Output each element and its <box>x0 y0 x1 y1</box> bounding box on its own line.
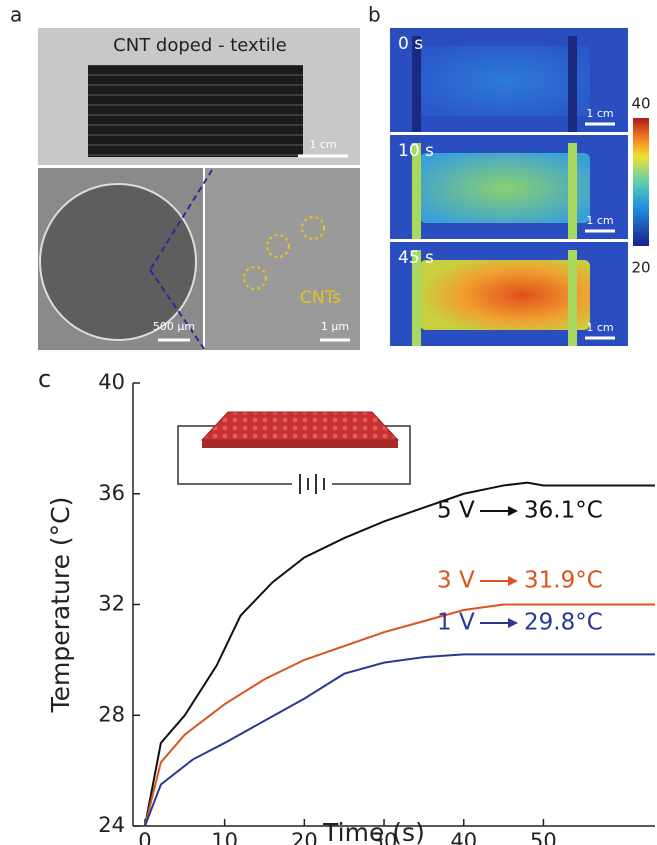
x-tick-label: 50 <box>530 829 557 845</box>
panel-label: b <box>368 3 381 27</box>
frame-time: 45 s <box>398 248 434 268</box>
annotation-arrowhead <box>508 576 518 586</box>
colorbar <box>633 118 649 246</box>
heated-textile <box>420 153 590 223</box>
y-tick-label: 28 <box>98 702 125 726</box>
electrode <box>568 143 577 239</box>
annotation-arrowhead <box>508 618 518 628</box>
inset-circuit <box>178 412 410 498</box>
series-annotation: 31.9°C <box>524 568 603 594</box>
series-annotation: 29.8°C <box>524 610 603 636</box>
heated-textile <box>420 46 590 116</box>
electrode <box>568 250 577 346</box>
annotation-arrowhead <box>508 506 518 516</box>
series-name: 3 V <box>437 568 475 594</box>
fiber-cross-section <box>40 184 196 340</box>
series-name: 1 V <box>437 610 475 636</box>
x-tick-label: 10 <box>211 829 238 845</box>
y-tick-label: 40 <box>98 370 125 394</box>
x-axis-label: Time (s) <box>322 818 425 845</box>
frame-time: 0 s <box>398 34 423 54</box>
scale-label: 500 μm <box>153 320 195 333</box>
series-name: 5 V <box>437 498 475 524</box>
series-line <box>145 654 655 826</box>
panel-label: a <box>10 3 22 27</box>
photo-title: CNT doped - textile <box>113 35 287 56</box>
scale-label: 1 μm <box>321 320 349 333</box>
x-tick-label: 20 <box>291 829 318 845</box>
x-tick-label: 0 <box>138 829 151 845</box>
x-tick-label: 40 <box>450 829 477 845</box>
colorbar-label: 20 <box>631 259 650 277</box>
panel-label: c <box>38 365 51 393</box>
series-line <box>145 605 655 827</box>
scale-label: 1 cm <box>309 138 336 151</box>
cnt-label: CNTs <box>300 288 341 308</box>
electrode <box>568 36 577 132</box>
scale-label: 1 cm <box>586 321 613 334</box>
y-axis-label: Temperature (°C) <box>46 497 75 714</box>
heated-textile <box>420 260 590 330</box>
series-annotation: 36.1°C <box>524 498 603 524</box>
frame-time: 10 s <box>398 141 434 161</box>
scale-label: 1 cm <box>586 107 613 120</box>
scale-label: 1 cm <box>586 214 613 227</box>
y-tick-label: 36 <box>98 481 125 505</box>
figure: a CNT doped - textile 1 cm CNTs 500 μm 1… <box>0 0 657 845</box>
y-tick-label: 24 <box>98 813 125 837</box>
y-tick-label: 32 <box>98 592 125 616</box>
colorbar-label: 40 <box>631 95 650 113</box>
textile <box>88 65 303 157</box>
